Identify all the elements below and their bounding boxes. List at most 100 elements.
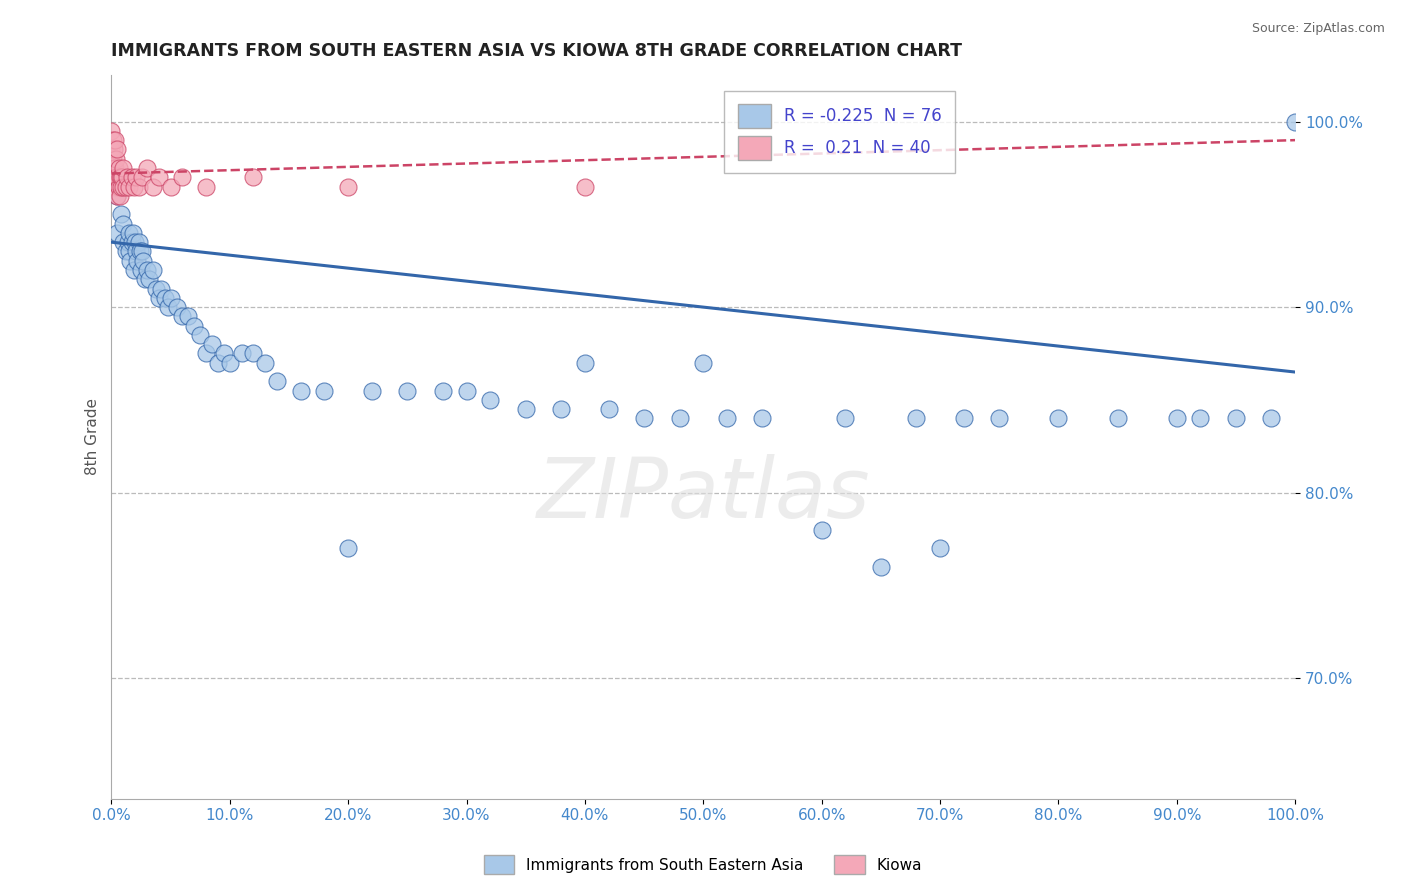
Point bbox=[183, 318, 205, 333]
Point bbox=[118, 226, 141, 240]
Point bbox=[107, 161, 129, 175]
Point bbox=[1225, 411, 1247, 425]
Point bbox=[177, 310, 200, 324]
Text: ZIPatlas: ZIPatlas bbox=[537, 454, 870, 535]
Point bbox=[142, 179, 165, 194]
Point bbox=[633, 411, 655, 425]
Point bbox=[104, 179, 127, 194]
Point bbox=[201, 337, 224, 351]
Point bbox=[157, 300, 180, 314]
Point bbox=[121, 226, 143, 240]
Point bbox=[128, 179, 150, 194]
Point bbox=[314, 384, 336, 398]
Point bbox=[952, 411, 974, 425]
Point bbox=[111, 170, 134, 185]
Point bbox=[479, 392, 502, 407]
Point bbox=[115, 170, 138, 185]
Point bbox=[598, 402, 620, 417]
Point bbox=[153, 291, 176, 305]
Text: Source: ZipAtlas.com: Source: ZipAtlas.com bbox=[1251, 22, 1385, 36]
Point bbox=[122, 263, 145, 277]
Point bbox=[108, 189, 131, 203]
Point bbox=[1166, 411, 1188, 425]
Point bbox=[129, 263, 152, 277]
Point bbox=[101, 133, 124, 147]
Point bbox=[668, 411, 690, 425]
Point bbox=[114, 179, 136, 194]
Point bbox=[810, 523, 832, 537]
Point bbox=[159, 291, 181, 305]
Point bbox=[337, 541, 360, 556]
Point bbox=[138, 272, 160, 286]
Point bbox=[550, 402, 572, 417]
Point bbox=[120, 253, 142, 268]
Point bbox=[105, 152, 128, 166]
Point bbox=[218, 356, 240, 370]
Point bbox=[125, 244, 148, 259]
Point bbox=[1047, 411, 1070, 425]
Point bbox=[124, 235, 146, 250]
Point bbox=[101, 152, 124, 166]
Point bbox=[150, 281, 173, 295]
Point bbox=[121, 170, 143, 185]
Point bbox=[114, 244, 136, 259]
Point bbox=[105, 143, 128, 157]
Point bbox=[145, 281, 167, 295]
Point bbox=[692, 356, 714, 370]
Point bbox=[188, 327, 211, 342]
Point bbox=[396, 384, 419, 398]
Point bbox=[1260, 411, 1282, 425]
Point bbox=[135, 263, 157, 277]
Point bbox=[172, 310, 194, 324]
Point bbox=[905, 411, 928, 425]
Point bbox=[103, 143, 125, 157]
Point bbox=[432, 384, 454, 398]
Point bbox=[104, 161, 127, 175]
Legend: Immigrants from South Eastern Asia, Kiowa: Immigrants from South Eastern Asia, Kiow… bbox=[478, 849, 928, 880]
Point bbox=[1189, 411, 1212, 425]
Point bbox=[105, 170, 128, 185]
Point bbox=[112, 235, 135, 250]
Point bbox=[148, 170, 170, 185]
Point bbox=[134, 272, 156, 286]
Point bbox=[125, 170, 148, 185]
Point bbox=[142, 263, 165, 277]
Point bbox=[266, 374, 288, 388]
Point bbox=[195, 179, 218, 194]
Point bbox=[716, 411, 738, 425]
Point bbox=[118, 179, 141, 194]
Point bbox=[135, 161, 157, 175]
Point bbox=[212, 346, 235, 360]
Point bbox=[110, 179, 132, 194]
Point bbox=[1284, 114, 1306, 128]
Point bbox=[195, 346, 218, 360]
Point bbox=[574, 179, 596, 194]
Point bbox=[242, 170, 264, 185]
Point bbox=[105, 170, 128, 185]
Point bbox=[242, 346, 264, 360]
Point bbox=[574, 356, 596, 370]
Point bbox=[166, 300, 188, 314]
Point bbox=[110, 207, 132, 221]
Point bbox=[112, 217, 135, 231]
Point bbox=[869, 559, 891, 574]
Point bbox=[172, 170, 194, 185]
Text: IMMIGRANTS FROM SOUTH EASTERN ASIA VS KIOWA 8TH GRADE CORRELATION CHART: IMMIGRANTS FROM SOUTH EASTERN ASIA VS KI… bbox=[111, 42, 963, 60]
Point bbox=[360, 384, 382, 398]
Point bbox=[290, 384, 312, 398]
Point bbox=[128, 244, 150, 259]
Point bbox=[105, 189, 128, 203]
Point bbox=[117, 235, 139, 250]
Point bbox=[104, 133, 127, 147]
Point bbox=[337, 179, 360, 194]
Point bbox=[132, 253, 155, 268]
Point bbox=[105, 226, 128, 240]
Point bbox=[112, 179, 135, 194]
Point bbox=[929, 541, 952, 556]
Point bbox=[131, 170, 153, 185]
Point bbox=[231, 346, 253, 360]
Point bbox=[159, 179, 181, 194]
Point bbox=[834, 411, 856, 425]
Point bbox=[108, 170, 131, 185]
Point bbox=[105, 189, 128, 203]
